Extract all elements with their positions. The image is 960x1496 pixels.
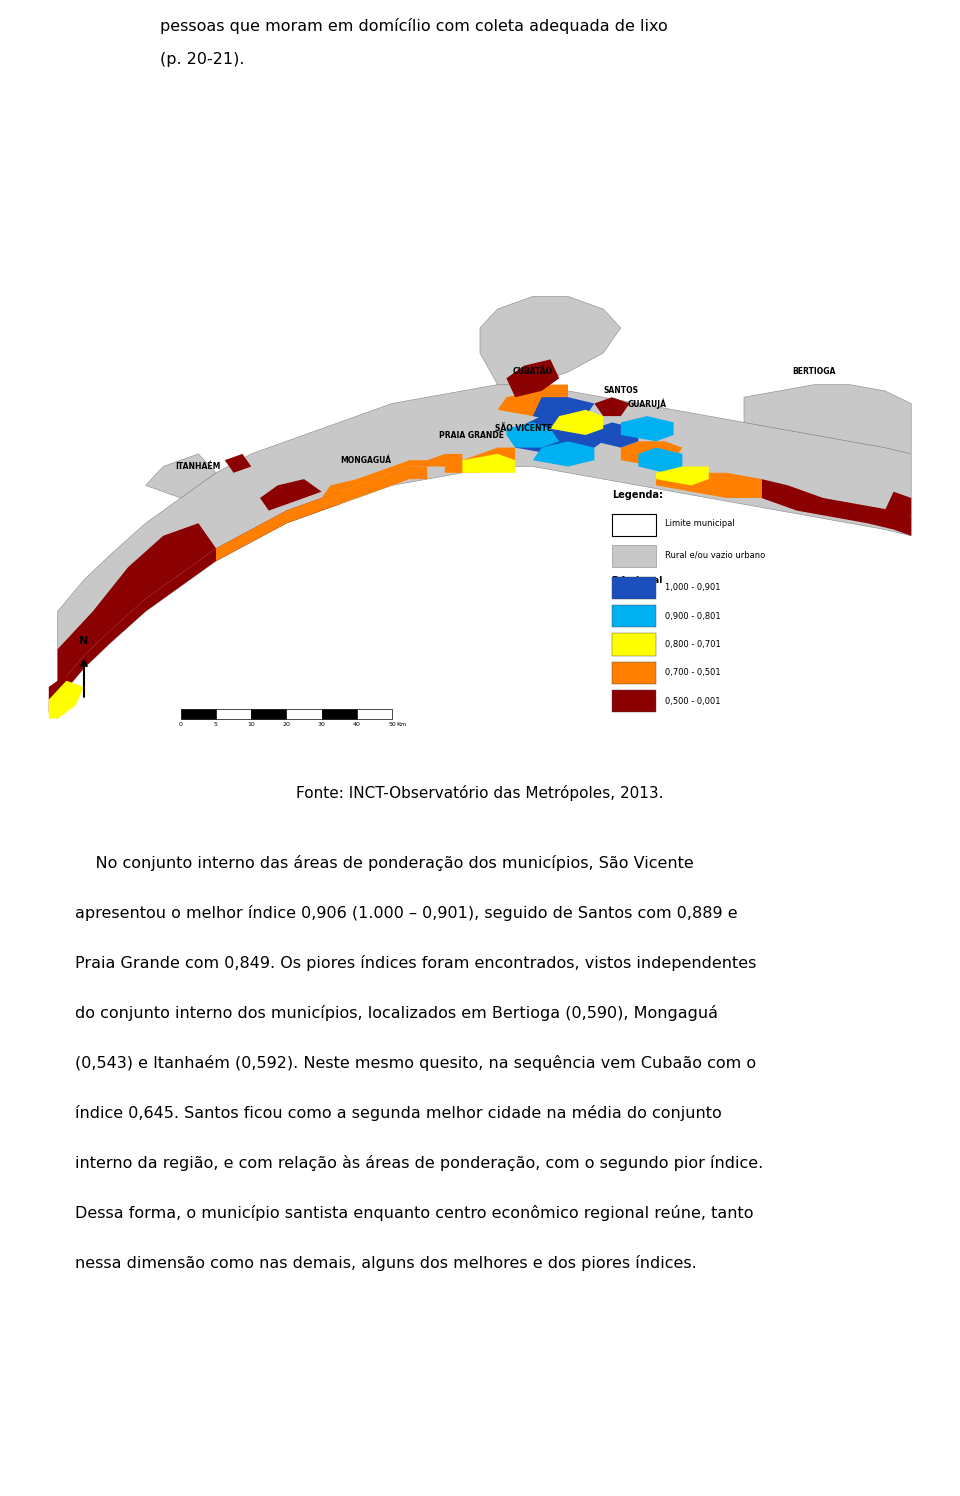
Text: Km: Km	[396, 721, 407, 727]
Polygon shape	[49, 681, 84, 718]
Text: 5: 5	[214, 721, 218, 727]
Text: ITANHAÉM: ITANHAÉM	[176, 462, 221, 471]
Polygon shape	[516, 416, 603, 453]
Polygon shape	[260, 479, 322, 510]
Text: 30: 30	[318, 721, 325, 727]
Text: 0,700 - 0,501: 0,700 - 0,501	[664, 669, 720, 678]
Text: GUARUJÁ: GUARUJÁ	[628, 398, 666, 408]
Text: D4 - Local: D4 - Local	[612, 576, 662, 585]
Text: 0: 0	[179, 721, 182, 727]
Polygon shape	[216, 467, 427, 561]
Bar	[612, 633, 656, 655]
Polygon shape	[497, 384, 568, 416]
Text: pessoas que moram em domícílio com coleta adequada de lixo: pessoas que moram em domícílio com colet…	[160, 18, 668, 34]
Text: Fonte: INCT-Observatório das Metrópoles, 2013.: Fonte: INCT-Observatório das Metrópoles,…	[297, 785, 663, 800]
Text: Legenda:: Legenda:	[612, 491, 663, 500]
Bar	[612, 545, 656, 567]
Text: 50: 50	[388, 721, 396, 727]
Bar	[180, 709, 216, 718]
Bar	[612, 513, 656, 536]
Text: SANTOS: SANTOS	[603, 386, 638, 395]
Text: Praia Grande com 0,849. Os piores índices foram encontrados, vistos independente: Praia Grande com 0,849. Os piores índice…	[75, 954, 756, 971]
Bar	[322, 709, 357, 718]
Bar	[612, 690, 656, 712]
Polygon shape	[656, 467, 708, 485]
Polygon shape	[656, 473, 761, 498]
Text: Limite municipal: Limite municipal	[664, 519, 734, 528]
Polygon shape	[225, 453, 252, 473]
Text: BERTIOGA: BERTIOGA	[793, 368, 836, 377]
Text: CUBATÃO: CUBATÃO	[513, 368, 553, 377]
Bar	[216, 709, 252, 718]
Text: SÃO VICENTE: SÃO VICENTE	[495, 425, 553, 434]
Text: apresentou o melhor índice 0,906 (1.000 – 0,901), seguido de Santos com 0,889 e: apresentou o melhor índice 0,906 (1.000 …	[75, 905, 737, 922]
Polygon shape	[444, 447, 516, 473]
Polygon shape	[146, 453, 216, 498]
Polygon shape	[58, 524, 216, 687]
Polygon shape	[744, 384, 911, 453]
Polygon shape	[761, 479, 911, 536]
Polygon shape	[594, 398, 630, 416]
Bar	[612, 604, 656, 627]
Text: MONGAGUÁ: MONGAGUÁ	[340, 456, 391, 465]
Text: 0,500 - 0,001: 0,500 - 0,001	[664, 697, 720, 706]
Text: No conjunto interno das áreas de ponderação dos municípios, São Vicente: No conjunto interno das áreas de pondera…	[75, 856, 694, 871]
Text: nessa dimensão como nas demais, alguns dos melhores e dos piores índices.: nessa dimensão como nas demais, alguns d…	[75, 1255, 697, 1272]
Text: 10: 10	[248, 721, 255, 727]
Text: 20: 20	[282, 721, 290, 727]
Polygon shape	[58, 492, 339, 700]
Bar	[612, 577, 656, 598]
Text: (p. 20-21).: (p. 20-21).	[160, 52, 245, 67]
Polygon shape	[480, 296, 621, 384]
Text: 1,000 - 0,901: 1,000 - 0,901	[664, 583, 720, 592]
Polygon shape	[49, 675, 75, 718]
Polygon shape	[885, 492, 911, 518]
Text: N: N	[80, 636, 88, 646]
Polygon shape	[621, 416, 674, 441]
Text: 0,800 - 0,701: 0,800 - 0,701	[664, 640, 721, 649]
Text: (0,543) e Itanhaém (0,592). Neste mesmo quesito, na sequência vem Cubaão com o: (0,543) e Itanhaém (0,592). Neste mesmo …	[75, 1055, 756, 1071]
Polygon shape	[506, 422, 559, 447]
Polygon shape	[506, 359, 559, 398]
Polygon shape	[621, 441, 683, 467]
Text: 0,900 - 0,801: 0,900 - 0,801	[664, 612, 720, 621]
Polygon shape	[322, 453, 463, 498]
Text: Rural e/ou vazio urbano: Rural e/ou vazio urbano	[664, 551, 765, 560]
Text: PRAIA GRANDE: PRAIA GRANDE	[439, 431, 504, 440]
Polygon shape	[638, 447, 683, 473]
Polygon shape	[58, 384, 911, 700]
Polygon shape	[594, 422, 638, 447]
Text: 40: 40	[353, 721, 361, 727]
Text: interno da região, e com relação às áreas de ponderação, com o segundo pior índi: interno da região, e com relação às área…	[75, 1155, 763, 1171]
Bar	[252, 709, 286, 718]
Polygon shape	[533, 441, 594, 467]
Polygon shape	[550, 410, 603, 435]
Bar	[286, 709, 322, 718]
Polygon shape	[533, 398, 594, 422]
Bar	[357, 709, 392, 718]
Text: índice 0,645. Santos ficou como a segunda melhor cidade na média do conjunto: índice 0,645. Santos ficou como a segund…	[75, 1106, 722, 1121]
Bar	[612, 661, 656, 684]
Polygon shape	[463, 453, 516, 473]
Text: Dessa forma, o município santista enquanto centro econômico regional reúne, tant: Dessa forma, o município santista enquan…	[75, 1204, 754, 1221]
Text: do conjunto interno dos municípios, localizados em Bertioga (0,590), Mongaguá: do conjunto interno dos municípios, loca…	[75, 1005, 718, 1020]
